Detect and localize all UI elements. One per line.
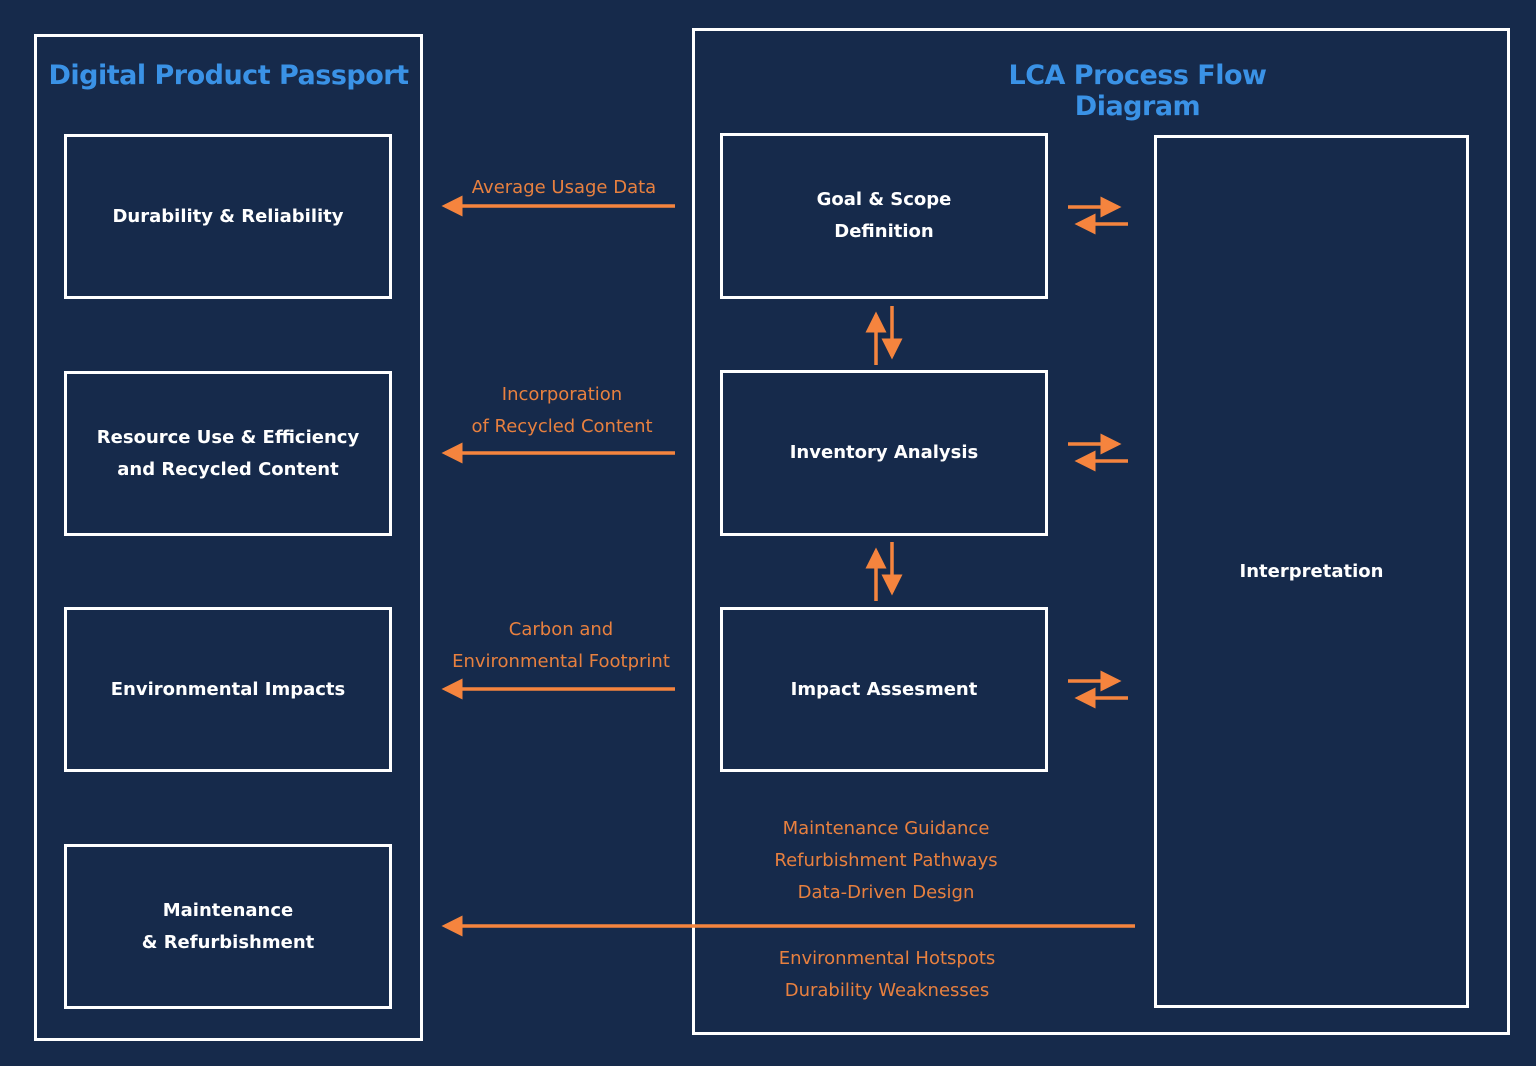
feedback-label-above: Maintenance Guidance Refurbishment Pathw… (774, 818, 998, 903)
lca-box-inventory: Inventory Analysis (720, 370, 1048, 536)
feedback-label-below: Environmental Hotspots Durability Weakne… (778, 948, 996, 1001)
dpp-box-resource-use: Resource Use & Efficiency and Recycled C… (64, 371, 392, 536)
lca-box-impact: Impact Assesment (720, 607, 1048, 772)
dpp-box-environmental-impacts: Environmental Impacts (64, 607, 392, 772)
dpp-box-durability: Durability & Reliability (64, 134, 392, 299)
dpp-box-maintenance: Maintenance & Refurbishment (64, 844, 392, 1009)
flow-label-recycled: Incorporation of Recycled Content (471, 384, 653, 437)
lca-title: LCA Process Flow Diagram (1008, 60, 1267, 122)
lca-panel (692, 28, 1510, 1035)
dpp-panel (34, 34, 423, 1041)
flow-label-usage: Average Usage Data (471, 177, 657, 198)
lca-box-interpretation: Interpretation (1154, 135, 1469, 1008)
dpp-title: Digital Product Passport (48, 60, 409, 91)
flow-label-footprint: Carbon and Environmental Footprint (452, 619, 670, 672)
lca-box-goal-scope: Goal & Scope Definition (720, 133, 1048, 299)
